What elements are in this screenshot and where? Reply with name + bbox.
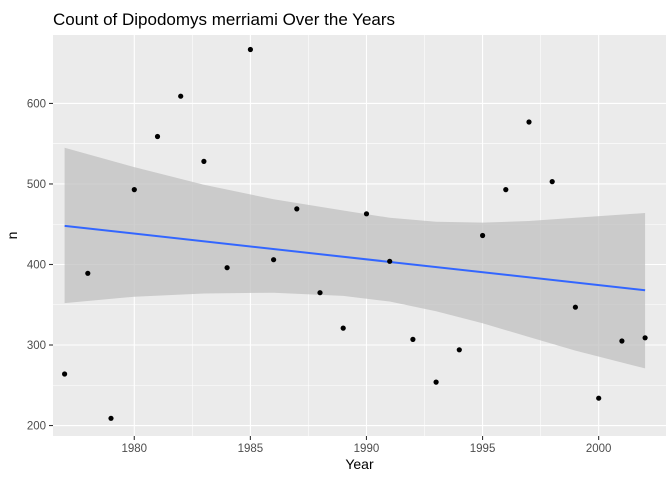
data-point <box>247 46 253 53</box>
data-point <box>294 206 300 212</box>
data-point <box>131 187 137 193</box>
data-point <box>456 347 462 353</box>
x-tick-label: 1990 <box>354 443 380 455</box>
data-point <box>201 158 207 164</box>
y-tick-label: 400 <box>27 259 46 271</box>
data-point <box>549 179 555 185</box>
y-axis: 200 300 400 500 600 <box>27 98 53 433</box>
chart-title: Count of Dipodomys merriami Over the Yea… <box>53 10 395 29</box>
data-point <box>433 379 439 385</box>
x-tick-label: 1995 <box>470 443 496 455</box>
trend-line <box>64 224 646 292</box>
data-point <box>410 336 416 342</box>
y-tick-label: 500 <box>27 179 46 191</box>
x-tick-label: 1980 <box>121 443 147 455</box>
x-tick-label: 1985 <box>238 443 264 455</box>
x-axis: 1980 1985 1990 1995 2000 <box>121 436 611 455</box>
data-point <box>363 211 370 217</box>
data-point <box>642 335 648 341</box>
data-point <box>62 371 68 377</box>
data-point <box>526 119 532 125</box>
x-axis-title: Year <box>345 456 374 472</box>
data-point <box>503 187 509 193</box>
data-point <box>108 415 114 421</box>
data-point <box>480 232 486 239</box>
data-points <box>62 46 648 421</box>
y-tick-label: 300 <box>27 340 46 352</box>
data-point <box>619 338 625 344</box>
data-point <box>224 265 230 271</box>
data-point <box>178 93 184 99</box>
y-tick-label: 200 <box>27 421 46 433</box>
y-tick-label: 600 <box>27 98 46 110</box>
data-point <box>271 257 277 263</box>
data-point <box>154 133 161 140</box>
y-axis-title: n <box>4 232 20 240</box>
data-point <box>596 395 602 401</box>
x-tick-label: 2000 <box>586 443 612 455</box>
data-point <box>317 290 323 296</box>
data-point <box>340 325 346 331</box>
data-point <box>572 304 579 310</box>
data-point <box>85 270 91 276</box>
data-point <box>387 258 393 264</box>
